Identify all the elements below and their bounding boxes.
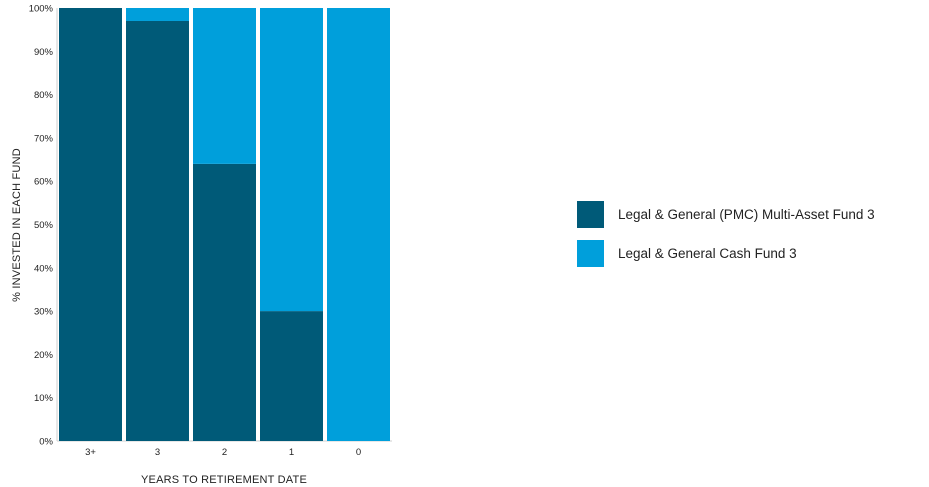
x-axis-title: YEARS TO RETIREMENT DATE — [141, 474, 307, 486]
y-axis-title: % INVESTED IN EACH FUND — [11, 148, 23, 302]
y-tick-label: 100% — [29, 4, 54, 15]
y-tick-label: 10% — [34, 393, 54, 404]
bars — [59, 8, 390, 442]
bar-segment-multi-asset-2 — [193, 163, 256, 441]
y-tick-label: 50% — [34, 220, 54, 231]
y-tick-labels: 0% 10% 20% 30% 40% 50% 60% 70% 80% 90% 100% — [29, 4, 54, 448]
x-tick-label: 1 — [289, 447, 294, 458]
legend-item-multi-asset: Legal & General (PMC) Multi-Asset Fund 3 — [577, 200, 875, 228]
bar-segment-cash-1 — [126, 8, 189, 21]
legend: Legal & General (PMC) Multi-Asset Fund 3… — [577, 200, 875, 278]
x-tick-label: 0 — [356, 447, 361, 458]
y-tick-label: 0% — [39, 437, 53, 448]
bar-segment-cash-4 — [327, 8, 390, 441]
legend-item-cash: Legal & General Cash Fund 3 — [577, 239, 875, 267]
y-tick-label: 90% — [34, 47, 54, 58]
y-tick-label: 80% — [34, 90, 54, 101]
x-tick-label: 3+ — [85, 447, 96, 458]
y-tick-label: 60% — [34, 177, 54, 188]
legend-label-multi-asset: Legal & General (PMC) Multi-Asset Fund 3 — [618, 206, 875, 222]
y-tick-label: 30% — [34, 307, 54, 318]
bar-segment-cash-2 — [193, 8, 256, 164]
bar-segment-multi-asset-0 — [59, 8, 122, 441]
y-tick-label: 70% — [34, 133, 54, 144]
y-tick-label: 20% — [34, 350, 54, 361]
bar-segment-cash-3 — [260, 8, 323, 312]
bar-segment-multi-asset-3 — [260, 311, 323, 441]
x-tick-label: 2 — [222, 447, 227, 458]
legend-swatch-cash — [577, 239, 604, 267]
legend-swatch-multi-asset — [577, 200, 604, 228]
x-tick-label: 3 — [155, 447, 160, 458]
legend-label-cash: Legal & General Cash Fund 3 — [618, 245, 797, 261]
y-tick-label: 40% — [34, 263, 54, 274]
bar-segment-multi-asset-1 — [126, 20, 189, 442]
x-tick-labels: 3+ 3 2 1 0 — [85, 447, 361, 458]
